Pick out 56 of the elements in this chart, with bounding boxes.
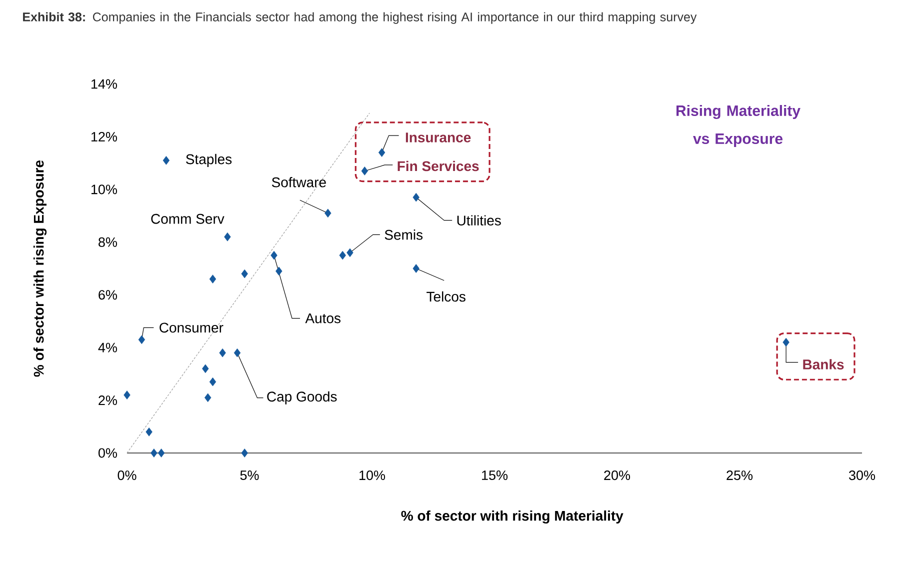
- point: [150, 448, 158, 458]
- y-tick-label: 10%: [91, 184, 117, 194]
- annotation: Cap Goods: [267, 391, 337, 404]
- point: [146, 428, 152, 436]
- annotation: Rising Materiality vs Exposure: [676, 104, 800, 147]
- annotation: Banks: [803, 359, 844, 370]
- annotation: Comm Serv: [151, 214, 224, 224]
- x-tick-label: 0%: [118, 470, 136, 480]
- point: [276, 266, 282, 276]
- point: [241, 448, 248, 458]
- y-tick-label: 14%: [91, 79, 117, 89]
- annotation: Fin Services: [398, 160, 479, 172]
- point: [270, 250, 278, 260]
- point: [782, 338, 790, 347]
- point: [324, 208, 332, 218]
- y-axis-title: % of sector with rising Exposure: [33, 160, 47, 377]
- point: [412, 192, 420, 202]
- point: [202, 364, 209, 374]
- x-tick-label: 5%: [240, 470, 259, 480]
- x-tick-label: 30%: [849, 470, 876, 480]
- x-tick-label: 20%: [604, 470, 630, 480]
- annotation: Staples: [186, 154, 232, 167]
- x-tick-label: 10%: [360, 470, 386, 480]
- point: [361, 166, 368, 176]
- annotation: Telcos: [426, 291, 466, 302]
- x-tick-label: 25%: [726, 470, 753, 480]
- point: [346, 248, 354, 258]
- chart-title: Exhibit 38: Companies in the Financials sector had among the highest rising AI importance in our third mapping survey: [23, 12, 697, 24]
- point: [138, 335, 146, 344]
- point: [162, 156, 170, 165]
- y-tick-label: 0%: [98, 448, 117, 458]
- y-tick-label: 12%: [91, 132, 117, 142]
- point: [158, 448, 165, 458]
- point: [124, 390, 130, 400]
- y-tick-label: 6%: [98, 290, 117, 300]
- annotation: Semis: [384, 230, 423, 240]
- point: [209, 274, 216, 284]
- point: [204, 393, 212, 402]
- point: [209, 377, 216, 386]
- annotation: Insurance: [406, 132, 471, 142]
- point: [412, 264, 420, 273]
- y-tick-label: 8%: [98, 237, 117, 247]
- point: [234, 348, 241, 358]
- point: [224, 232, 231, 242]
- point: [378, 148, 386, 157]
- annotation: Software: [272, 177, 326, 188]
- point: [241, 269, 248, 278]
- annotation: Consumer: [160, 322, 224, 333]
- annotation: Autos: [305, 313, 340, 324]
- point: [339, 250, 346, 260]
- y-tick-label: 2%: [98, 396, 117, 406]
- point: [219, 348, 226, 358]
- annotation: Utilities: [457, 215, 501, 226]
- x-tick-label: 15%: [482, 470, 508, 480]
- x-axis-title: % of sector with rising Materiality: [401, 510, 624, 524]
- y-tick-label: 4%: [98, 342, 117, 352]
